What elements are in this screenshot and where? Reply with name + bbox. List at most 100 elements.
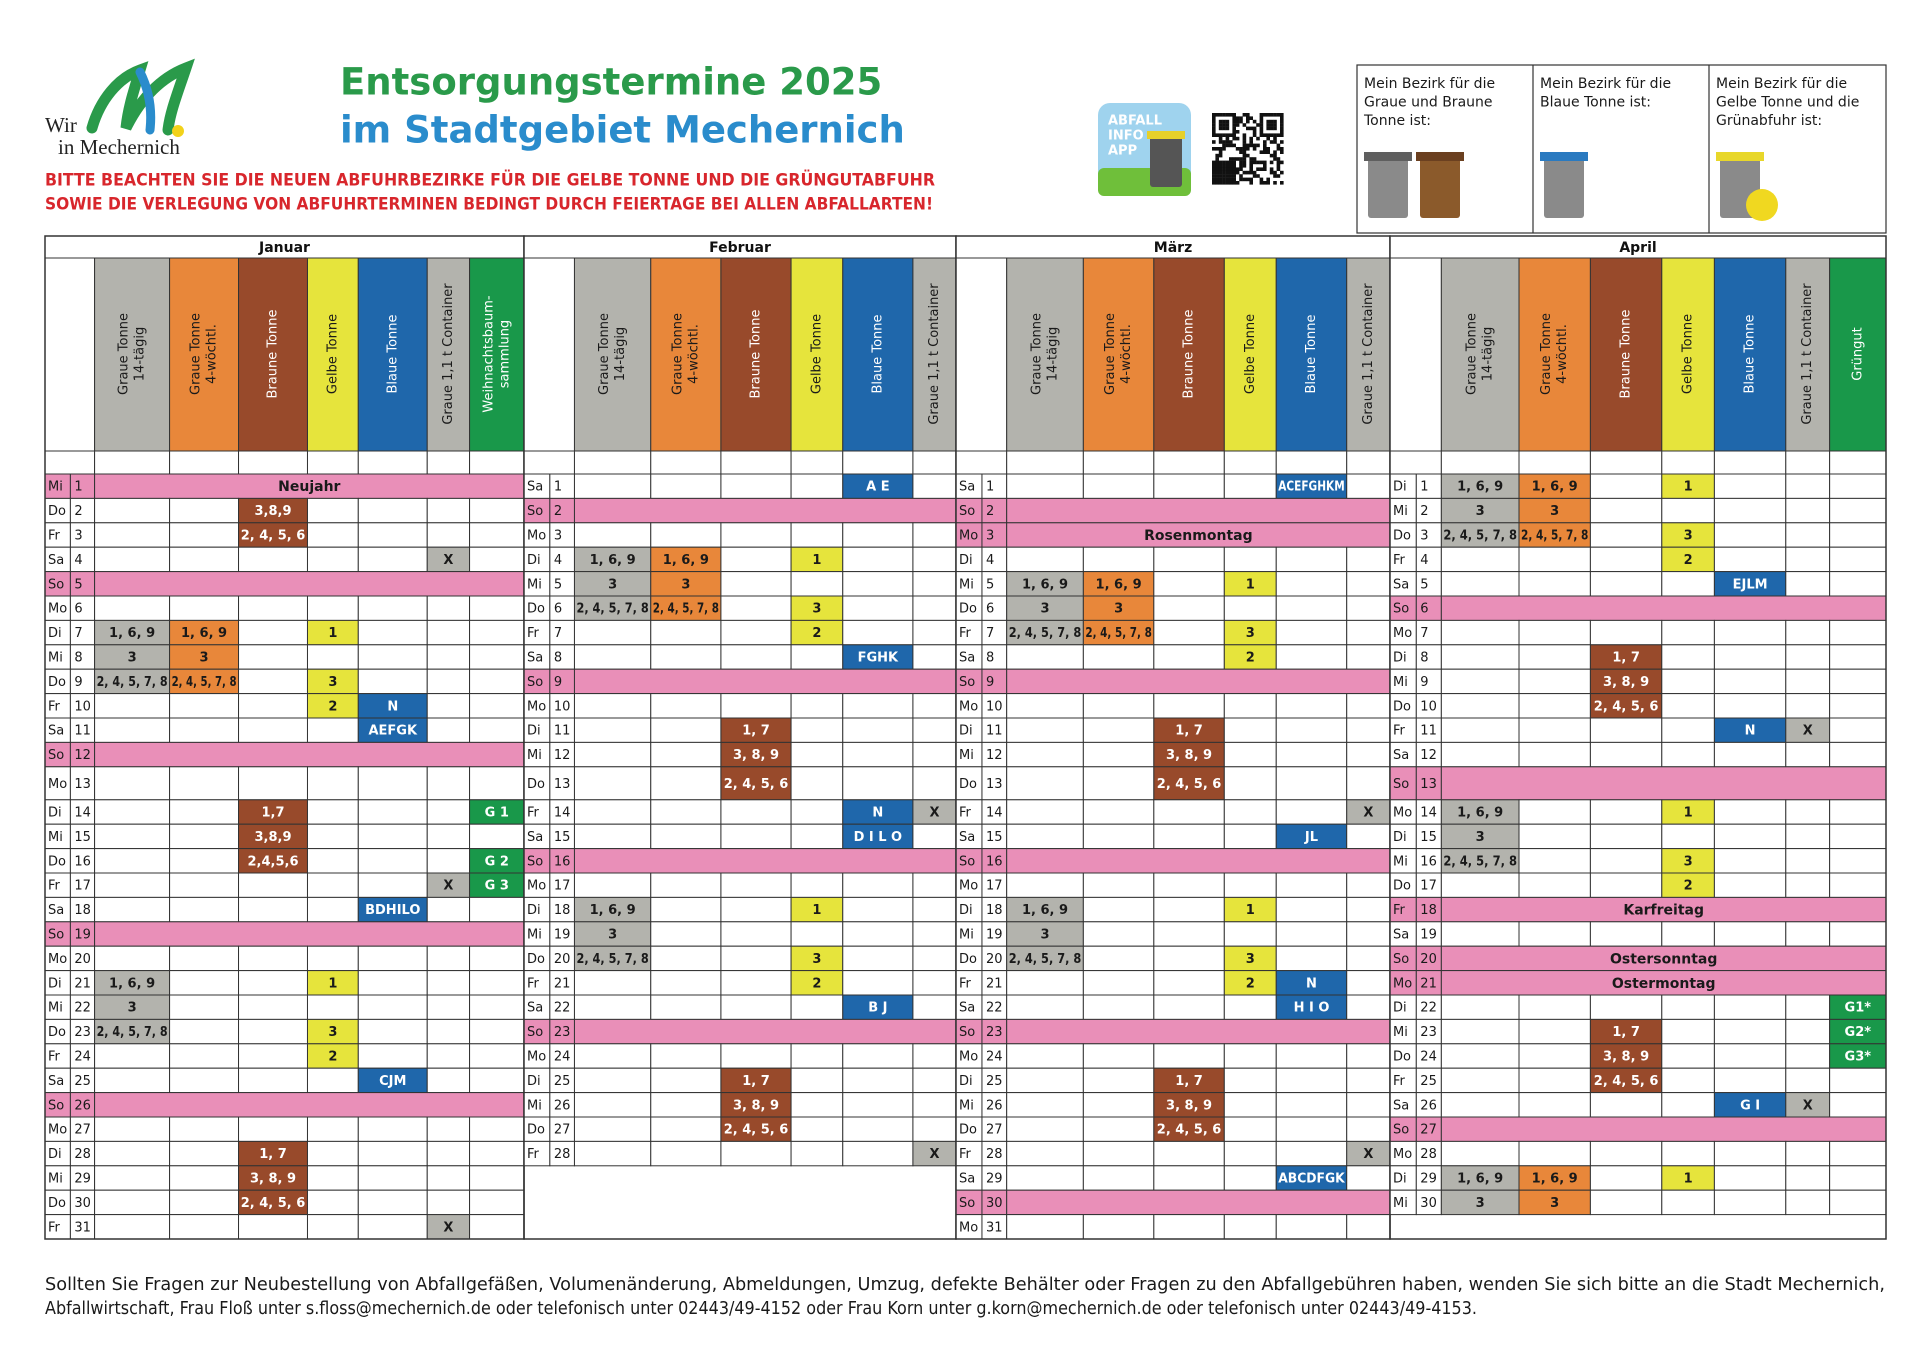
qr-module bbox=[1269, 140, 1274, 144]
cell bbox=[720, 921, 792, 947]
cell bbox=[1713, 994, 1787, 1020]
weekday: Mo bbox=[1393, 806, 1412, 821]
cell bbox=[912, 970, 957, 996]
weekday: Mi bbox=[959, 928, 974, 943]
holiday-label: Ostersonntag bbox=[1610, 951, 1717, 967]
qr-module bbox=[1252, 160, 1257, 165]
cell bbox=[842, 741, 914, 768]
cell bbox=[426, 1140, 471, 1167]
blank-row-cell bbox=[1153, 450, 1225, 475]
qr-module bbox=[1252, 157, 1257, 161]
qr-module bbox=[1266, 113, 1270, 117]
qr-module bbox=[1269, 170, 1274, 175]
cell bbox=[1346, 1092, 1391, 1118]
blank-row-cell bbox=[650, 450, 722, 475]
weekday-cell bbox=[523, 522, 551, 548]
month-name: März bbox=[1154, 240, 1192, 256]
day-number: 24 bbox=[74, 1050, 91, 1065]
cell-text: 3 bbox=[328, 1025, 337, 1040]
qr-module bbox=[1222, 147, 1226, 151]
column-header-text: Weihnachtsbaum- bbox=[481, 295, 496, 413]
cell bbox=[357, 872, 428, 898]
cell bbox=[573, 1140, 652, 1167]
cell bbox=[790, 823, 844, 850]
qr-module bbox=[1259, 116, 1264, 120]
district-box-text: Mein Bezirk für die bbox=[1540, 76, 1671, 92]
qr-module bbox=[1225, 167, 1230, 171]
weekday: Mi bbox=[1393, 504, 1408, 519]
cell bbox=[1006, 1214, 1084, 1240]
blank-row-cell bbox=[1785, 450, 1831, 475]
day-cell bbox=[1415, 1018, 1442, 1045]
holiday-bar bbox=[573, 1018, 957, 1045]
cell bbox=[790, 546, 844, 573]
cell bbox=[1440, 717, 1520, 743]
cell bbox=[1661, 848, 1715, 874]
qr-module bbox=[1225, 164, 1230, 168]
qr-module bbox=[1276, 160, 1281, 165]
notice: BITTE BEACHTEN SIE DIE NEUEN ABFUHRBEZIR… bbox=[45, 171, 935, 190]
cell bbox=[1223, 693, 1277, 719]
weekday: Fr bbox=[1393, 1074, 1406, 1089]
cell bbox=[1223, 644, 1277, 670]
cell bbox=[1006, 823, 1084, 850]
weekday-cell bbox=[44, 668, 71, 695]
cell bbox=[1785, 619, 1831, 646]
blank-row-cell bbox=[842, 450, 914, 475]
app-icon-lid bbox=[1147, 131, 1185, 139]
day-number: 27 bbox=[74, 1123, 91, 1138]
weekday: Do bbox=[1393, 699, 1411, 714]
cell bbox=[1223, 1165, 1277, 1191]
cell bbox=[1829, 823, 1887, 850]
cell-text: 3, 8, 9 bbox=[1166, 1098, 1212, 1113]
cell bbox=[357, 1214, 428, 1240]
cell bbox=[912, 1116, 957, 1142]
cell bbox=[169, 1165, 240, 1191]
weekday: Mo bbox=[959, 699, 978, 714]
cell bbox=[169, 497, 240, 524]
weekday-cell bbox=[44, 741, 71, 768]
qr-module bbox=[1212, 123, 1216, 127]
cell bbox=[469, 668, 525, 695]
weekday: Mo bbox=[48, 1123, 67, 1138]
cell bbox=[573, 1067, 652, 1094]
cell bbox=[1275, 546, 1348, 573]
qr-module bbox=[1218, 174, 1223, 178]
cell bbox=[357, 522, 428, 548]
column-header-text: Graue 1,1 t Container bbox=[441, 283, 456, 425]
weekday: Mi bbox=[527, 928, 542, 943]
cell bbox=[426, 668, 471, 695]
qr-module bbox=[1235, 116, 1240, 120]
cell bbox=[1661, 741, 1715, 768]
cell bbox=[238, 799, 308, 825]
column-header-text: Blaue Tonne bbox=[1743, 314, 1758, 393]
cell bbox=[1082, 1165, 1155, 1191]
footer-text: Sollten Sie Fragen zur Neubestellung von… bbox=[45, 1275, 1885, 1295]
qr-module bbox=[1218, 133, 1223, 137]
column-header-text: Braune Tonne bbox=[266, 309, 281, 398]
cell bbox=[469, 522, 525, 548]
cell bbox=[720, 717, 792, 743]
cell bbox=[1440, 522, 1520, 548]
qr-module bbox=[1263, 160, 1267, 165]
cell bbox=[1153, 546, 1225, 573]
qr-module bbox=[1273, 181, 1277, 185]
qr-module bbox=[1280, 140, 1284, 144]
blank-row-cell bbox=[1713, 450, 1787, 475]
cell-text: 3 bbox=[200, 651, 209, 666]
cell-text: D I L O bbox=[854, 830, 903, 845]
weekday-cell bbox=[44, 595, 71, 621]
cell bbox=[1661, 1043, 1715, 1069]
qr-module bbox=[1280, 147, 1284, 151]
column-header-text: 14-tägig bbox=[1481, 327, 1496, 381]
cell bbox=[238, 1140, 308, 1167]
day-number: 3 bbox=[554, 529, 562, 544]
cell-text: 2, 4, 5, 7, 8 bbox=[97, 675, 168, 690]
cell bbox=[1006, 766, 1084, 801]
day-number: 10 bbox=[1420, 699, 1437, 714]
weekday-cell bbox=[44, 497, 71, 524]
bin-lid bbox=[1716, 152, 1764, 161]
day-number: 8 bbox=[554, 651, 562, 666]
cell bbox=[238, 896, 308, 923]
qr-module bbox=[1218, 136, 1223, 141]
